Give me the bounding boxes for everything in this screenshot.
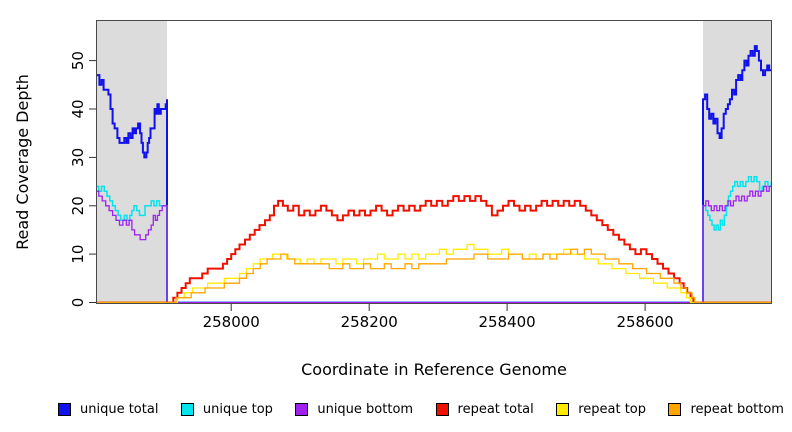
x-axis-title: Coordinate in Reference Genome [301, 360, 567, 379]
series-line-unique-top [96, 175, 773, 304]
y-axis: 0 10 20 30 40 50 [69, 51, 96, 307]
y-tick-label: 20 [69, 196, 87, 215]
x-axis: 258000 258200 258400 258600 [203, 304, 674, 331]
legend-item-unique-total: unique total [58, 402, 158, 417]
legend-item-repeat-bottom: repeat bottom [668, 402, 784, 417]
series-line-unique-total [96, 45, 772, 304]
shaded-region [96, 20, 167, 304]
legend-item-unique-bottom: unique bottom [295, 402, 413, 417]
y-tick-label: 30 [69, 148, 87, 167]
y-axis-title: Read Coverage Depth [13, 74, 32, 250]
y-tick-label: 10 [69, 245, 87, 264]
legend-item-repeat-total: repeat total [435, 401, 534, 417]
legend: unique total unique top unique bottom re… [58, 396, 784, 422]
legend-label-unique-bottom: unique bottom [317, 401, 414, 417]
legend-label-repeat-bottom: repeat bottom [690, 401, 784, 417]
legend-item-unique-top: unique top [180, 401, 273, 417]
x-tick-label: 258200 [341, 313, 398, 331]
x-tick-label: 258000 [203, 313, 260, 331]
legend-swatch-repeat-bottom [668, 402, 682, 416]
coverage-chart: 258000 258200 258400 258600 0 10 20 30 40 50 Coo… [13, 20, 773, 379]
shaded-regions [96, 20, 772, 304]
legend-swatch-unique-bottom [295, 402, 309, 416]
legend-label-unique-top: unique top [202, 401, 273, 417]
legend-label-unique-total: unique total [80, 401, 159, 417]
legend-item-repeat-top: repeat top [556, 402, 646, 417]
y-tick-label: 40 [69, 99, 87, 118]
series-lines [96, 45, 773, 304]
series-line-unique-bottom [96, 185, 772, 304]
series-line-repeat-bottom [96, 248, 772, 304]
legend-label-repeat-total: repeat total [457, 401, 534, 417]
legend-swatch-repeat-total [435, 402, 449, 416]
legend-swatch-unique-top [180, 402, 194, 416]
legend-swatch-unique-total [58, 402, 71, 416]
plot-border [96, 20, 772, 304]
series-line-repeat-total [96, 195, 772, 304]
series-line-repeat-top [96, 243, 772, 304]
legend-label-repeat-top: repeat top [578, 401, 646, 417]
y-tick-label: 0 [69, 298, 87, 308]
legend-swatch-repeat-top [556, 402, 570, 416]
x-tick-label: 258400 [478, 313, 535, 331]
x-tick-label: 258600 [616, 313, 673, 331]
y-tick-label: 50 [69, 51, 87, 70]
